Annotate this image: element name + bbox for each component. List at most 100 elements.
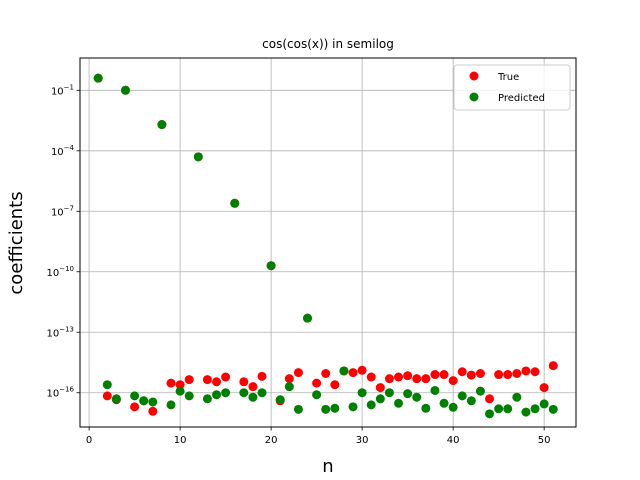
true-point	[321, 369, 331, 378]
true-point	[330, 380, 340, 390]
predicted-point	[166, 400, 176, 410]
predicted-point	[503, 404, 513, 414]
predicted-point	[448, 402, 458, 412]
true-point	[366, 372, 376, 382]
true-point	[212, 377, 222, 387]
predicted-point	[412, 392, 422, 402]
predicted-point	[239, 388, 249, 398]
legend-box	[453, 64, 571, 111]
predicted-point	[330, 403, 340, 413]
true-point	[439, 370, 449, 380]
predicted-point	[157, 120, 167, 130]
true-point	[166, 378, 176, 388]
true-point	[448, 376, 458, 386]
legend-marker-predicted	[469, 92, 479, 102]
predicted-point	[248, 392, 258, 402]
x-tick-label: 40	[447, 435, 460, 446]
predicted-point	[475, 386, 485, 396]
x-axis-label: n	[322, 456, 333, 477]
true-point	[475, 369, 485, 378]
legend: True Predicted	[453, 64, 571, 111]
predicted-point	[548, 404, 558, 414]
y-tick-label: 10−4	[51, 144, 75, 158]
y-tick-label: 10−13	[46, 325, 74, 339]
plot-area-frame	[79, 57, 577, 428]
true-point	[221, 372, 231, 382]
predicted-point	[539, 399, 549, 409]
predicted-point	[466, 396, 476, 406]
true-point	[530, 367, 540, 377]
predicted-point	[512, 392, 522, 402]
x-tick-label: 20	[265, 435, 278, 446]
predicted-point	[321, 404, 331, 414]
predicted-point	[121, 85, 130, 95]
true-point	[357, 365, 367, 375]
predicted-point	[111, 394, 121, 404]
true-point	[312, 378, 322, 388]
predicted-point	[303, 313, 313, 323]
predicted-point	[284, 382, 294, 392]
true-point	[348, 368, 358, 378]
predicted-point	[212, 390, 222, 400]
true-point	[293, 368, 303, 378]
x-tick-label: 0	[86, 435, 92, 446]
predicted-point	[221, 388, 231, 398]
true-point	[457, 367, 467, 377]
true-point	[485, 394, 495, 404]
true-point	[421, 374, 431, 384]
predicted-point	[375, 394, 385, 404]
true-point	[548, 361, 558, 371]
predicted-point	[193, 152, 203, 162]
predicted-point	[266, 261, 276, 271]
predicted-point	[139, 396, 149, 406]
predicted-point	[357, 388, 367, 398]
predicted-point	[485, 409, 495, 419]
true-point	[466, 370, 476, 380]
axis-ticks: 0 10 20 30 40 50 10−1 10−4 10−7 10−10 10−13 10−16	[46, 83, 550, 446]
true-point	[503, 370, 513, 380]
predicted-point	[202, 394, 212, 404]
predicted-point	[312, 390, 322, 400]
y-tick-label: 10−1	[51, 83, 74, 97]
predicted-point	[102, 380, 112, 390]
true-point	[257, 371, 267, 381]
predicted-point	[366, 400, 376, 410]
y-tick-label: 10−10	[46, 265, 74, 279]
legend-marker-true	[469, 71, 479, 81]
true-point	[394, 372, 404, 382]
predicted-point	[494, 404, 504, 414]
predicted-point	[175, 386, 185, 396]
predicted-point	[230, 198, 240, 208]
predicted-point	[430, 385, 440, 395]
legend-label-predicted: Predicted	[498, 93, 545, 104]
y-tick-label: 10−16	[46, 386, 74, 400]
grid	[80, 58, 576, 427]
true-point	[412, 374, 422, 384]
predicted-point	[403, 389, 413, 399]
true-point	[239, 377, 249, 387]
true-point	[494, 370, 504, 380]
true-point	[130, 402, 140, 412]
predicted-point	[148, 397, 158, 407]
x-tick-label: 50	[538, 435, 551, 446]
predicted-point	[339, 366, 349, 376]
predicted-point	[421, 403, 431, 413]
predicted-point	[439, 398, 449, 408]
true-point	[512, 369, 522, 378]
predicted-point	[394, 398, 404, 408]
predicted-point	[521, 407, 531, 417]
y-tick-label: 10−7	[51, 204, 74, 218]
predicted-point	[184, 391, 194, 401]
true-point	[148, 406, 158, 416]
predicted-point	[384, 388, 394, 398]
true-point	[184, 375, 194, 385]
predicted-point	[530, 404, 540, 414]
chart-title: cos(cos(x)) in semilog	[262, 37, 394, 51]
true-point	[430, 370, 440, 380]
predicted-point	[293, 404, 303, 414]
true-point	[175, 380, 185, 390]
true-point	[284, 374, 294, 384]
legend-label-true: True	[497, 72, 519, 83]
true-point	[375, 383, 385, 393]
